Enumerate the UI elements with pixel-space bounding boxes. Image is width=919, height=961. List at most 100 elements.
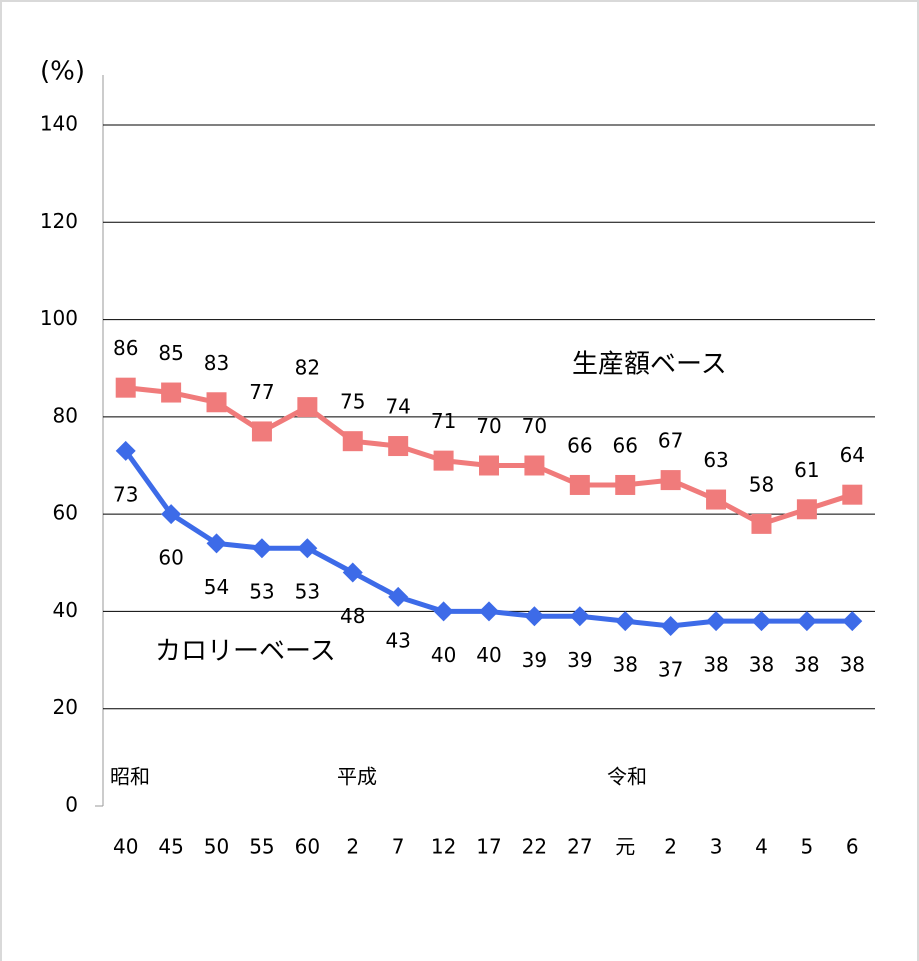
era-label: 平成 — [337, 765, 377, 789]
era-label: 昭和 — [110, 765, 150, 789]
data-label: 40 — [431, 643, 456, 667]
marker — [115, 440, 136, 461]
marker — [161, 382, 182, 403]
marker — [479, 601, 499, 622]
era-label: 令和 — [607, 765, 647, 789]
y-tick-label: 80 — [53, 403, 78, 427]
data-label: 70 — [476, 414, 501, 438]
x-tick-label: 2 — [664, 835, 677, 859]
x-tick-label: 50 — [204, 835, 229, 859]
data-label: 38 — [749, 653, 774, 677]
marker — [161, 504, 182, 525]
x-tick-label: 45 — [158, 835, 183, 859]
data-label: 48 — [340, 604, 365, 628]
marker — [297, 538, 318, 559]
data-label: 71 — [431, 409, 456, 433]
x-tick-label: 27 — [567, 835, 592, 859]
data-label: 74 — [385, 395, 410, 419]
marker — [524, 606, 545, 627]
data-label: 82 — [295, 356, 320, 380]
data-label: 40 — [476, 643, 501, 667]
x-tick-label: 60 — [295, 835, 320, 859]
x-tick-label: 3 — [710, 835, 723, 859]
y-tick-label: 120 — [40, 209, 78, 233]
data-label: 53 — [249, 580, 274, 604]
data-label: 67 — [658, 429, 683, 453]
data-label: 38 — [794, 653, 819, 677]
x-tick-label: 55 — [249, 835, 274, 859]
data-label: 77 — [249, 380, 274, 404]
data-label: 85 — [158, 341, 183, 365]
x-tick-label: 12 — [431, 835, 456, 859]
marker — [706, 611, 727, 632]
marker — [751, 611, 772, 632]
data-label: 66 — [567, 433, 592, 457]
marker — [342, 562, 363, 583]
data-label: 63 — [703, 448, 728, 472]
marker — [706, 489, 727, 510]
marker — [479, 455, 499, 476]
data-label: 38 — [703, 653, 728, 677]
marker — [433, 450, 454, 471]
data-label: 61 — [794, 458, 819, 482]
marker — [842, 484, 863, 505]
marker — [796, 611, 817, 632]
y-tick-label: 60 — [53, 501, 78, 525]
data-label: 39 — [522, 648, 547, 672]
x-tick-label: 22 — [522, 835, 547, 859]
data-label: 66 — [613, 433, 638, 457]
marker — [206, 533, 227, 554]
data-label: 39 — [567, 648, 592, 672]
x-tick-label: 4 — [755, 835, 768, 859]
y-tick-label: 100 — [40, 306, 78, 330]
marker — [115, 377, 136, 398]
data-label: 73 — [113, 482, 138, 506]
x-tick-label: 2 — [346, 835, 359, 859]
data-label: 83 — [204, 351, 229, 375]
data-label: 75 — [340, 390, 365, 414]
data-label: 38 — [840, 653, 865, 677]
marker — [388, 436, 409, 457]
marker — [751, 513, 772, 534]
y-unit: (%) — [40, 57, 85, 87]
y-tick-label: 20 — [53, 695, 78, 719]
marker — [842, 611, 863, 632]
data-label: 53 — [295, 580, 320, 604]
data-label: 70 — [522, 414, 547, 438]
marker — [524, 455, 545, 476]
data-label: 86 — [113, 336, 138, 360]
marker — [297, 397, 318, 418]
x-tick-label: 17 — [476, 835, 501, 859]
x-tick-label: 40 — [113, 835, 138, 859]
series-label: カロリーベース — [155, 637, 336, 667]
y-tick-label: 40 — [53, 598, 78, 622]
data-label: 64 — [840, 443, 865, 467]
y-tick-label: 0 — [65, 793, 78, 817]
marker — [660, 470, 681, 491]
marker — [433, 601, 454, 622]
data-label: 54 — [204, 575, 229, 599]
marker — [615, 474, 636, 495]
data-label: 38 — [613, 653, 638, 677]
data-label: 60 — [158, 546, 183, 570]
marker — [251, 421, 272, 442]
data-label: 37 — [658, 658, 683, 682]
x-tick-label: 7 — [392, 835, 405, 859]
marker — [206, 392, 227, 413]
marker — [342, 431, 363, 452]
x-tick-label: 5 — [801, 835, 814, 859]
series-label: 生産額ベース — [572, 350, 727, 380]
marker — [569, 474, 590, 495]
marker — [615, 611, 636, 632]
data-label: 58 — [749, 472, 774, 496]
marker — [569, 606, 590, 627]
y-tick-label: 140 — [40, 112, 78, 136]
marker — [660, 616, 681, 637]
x-tick-label: 元 — [615, 835, 635, 859]
marker — [251, 538, 272, 559]
x-tick-label: 6 — [846, 835, 859, 859]
marker — [796, 499, 817, 520]
marker — [388, 586, 409, 607]
